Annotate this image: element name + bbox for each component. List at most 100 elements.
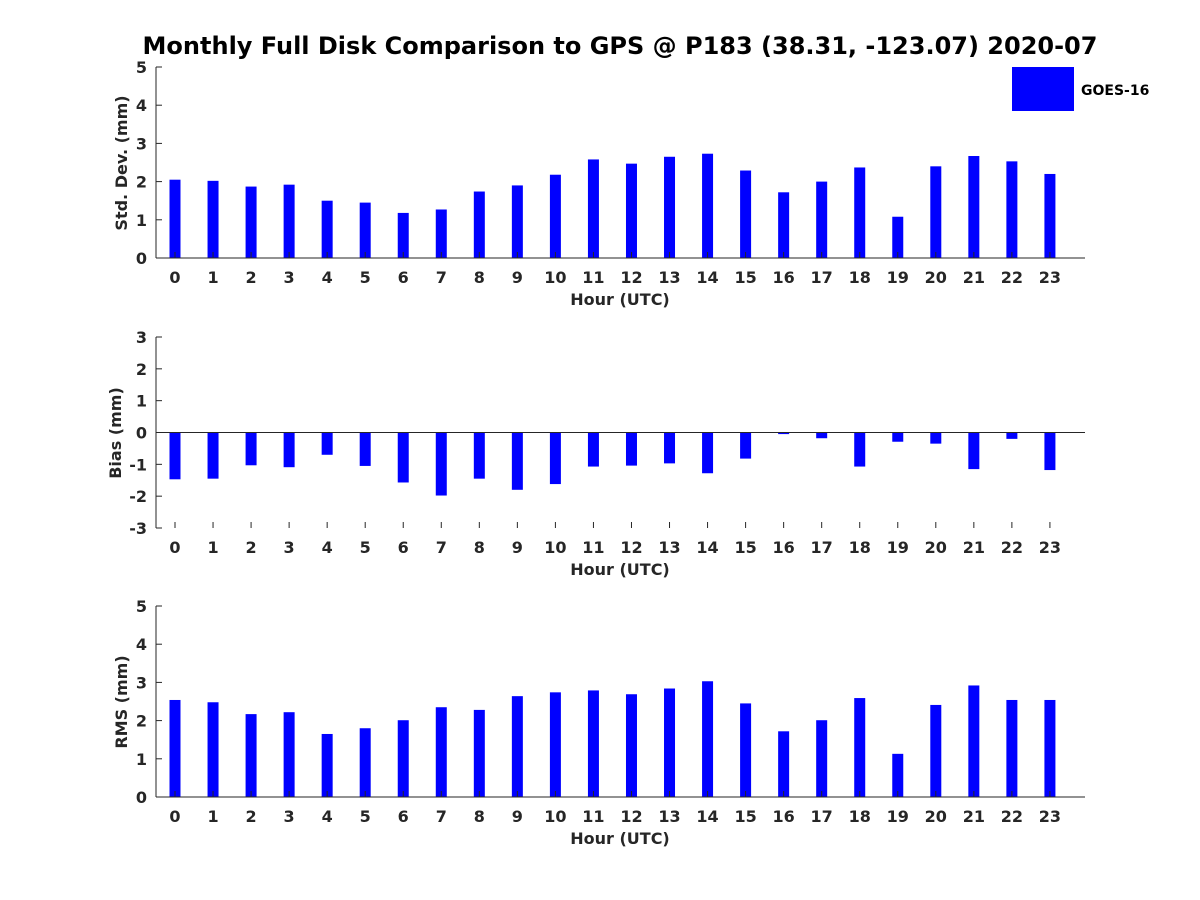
bias-x-tick-label: 11 xyxy=(582,538,604,557)
rms-x-tick-label: 3 xyxy=(284,807,295,826)
rms-x-tick-label: 7 xyxy=(436,807,447,826)
bias-x-tick-label: 0 xyxy=(169,538,180,557)
rms-x-tick-label: 17 xyxy=(811,807,833,826)
rms-x-tick-label: 1 xyxy=(207,807,218,826)
rms-y-axis-label: RMS (mm) xyxy=(112,655,131,748)
bias-y-tick-label: 1 xyxy=(136,392,147,411)
rms-x-tick-label: 2 xyxy=(246,807,257,826)
bias-x-tick-label: 6 xyxy=(398,538,409,557)
rms-x-tick-label: 12 xyxy=(620,807,642,826)
stddev-y-tick-label: 1 xyxy=(136,211,147,230)
rms-bar xyxy=(549,692,561,797)
stddev-x-tick-label: 14 xyxy=(696,268,718,287)
stddev-x-tick-label: 20 xyxy=(925,268,947,287)
bias-x-tick-label: 19 xyxy=(887,538,909,557)
rms-x-tick-label: 20 xyxy=(925,807,947,826)
bias-bar xyxy=(511,432,523,490)
stddev-bar xyxy=(854,167,866,258)
rms-y-tick-label: 1 xyxy=(136,750,147,769)
rms-bar xyxy=(245,714,257,797)
rms-y-tick-label: 2 xyxy=(136,712,147,731)
bias-x-tick-label: 22 xyxy=(1001,538,1023,557)
bias-bar xyxy=(968,432,980,470)
bias-bar xyxy=(1044,432,1056,471)
rms-bar xyxy=(207,702,219,797)
legend-label: GOES-16 xyxy=(1081,83,1149,99)
stddev-x-tick-label: 18 xyxy=(849,268,871,287)
bias-bar xyxy=(587,432,599,467)
stddev-bar xyxy=(625,163,637,258)
chart-title: Monthly Full Disk Comparison to GPS @ P1… xyxy=(143,32,1098,60)
bias-bar xyxy=(283,432,295,468)
bias-bar xyxy=(816,432,828,439)
bias-x-tick-label: 8 xyxy=(474,538,485,557)
rms-x-tick-label: 11 xyxy=(582,807,604,826)
bias-bar xyxy=(245,432,257,466)
bias-y-axis-label: Bias (mm) xyxy=(106,387,125,479)
rms-bar xyxy=(169,699,181,797)
rms-bar xyxy=(473,709,485,797)
rms-x-tick-label: 18 xyxy=(849,807,871,826)
bias-bar xyxy=(778,432,790,435)
rms-x-tick-label: 23 xyxy=(1039,807,1061,826)
rms-x-tick-label: 9 xyxy=(512,807,523,826)
stddev-x-tick-label: 17 xyxy=(811,268,833,287)
bias-x-tick-label: 2 xyxy=(246,538,257,557)
bias-bar xyxy=(664,432,676,464)
bias-x-tick-label: 17 xyxy=(811,538,833,557)
bias-bar xyxy=(892,432,904,442)
bias-y-tick-label: 3 xyxy=(136,328,147,347)
stddev-x-tick-label: 1 xyxy=(207,268,218,287)
stddev-bar xyxy=(397,212,409,258)
rms-x-tick-label: 16 xyxy=(773,807,795,826)
stddev-y-tick-label: 0 xyxy=(136,249,147,268)
bias-y-tick-label: -2 xyxy=(129,487,147,506)
rms-x-tick-label: 21 xyxy=(963,807,985,826)
rms-y-tick-label: 0 xyxy=(136,788,147,807)
bias-x-axis-label: Hour (UTC) xyxy=(570,560,670,579)
stddev-x-tick-label: 0 xyxy=(169,268,180,287)
bias-bar xyxy=(740,432,752,459)
bias-bar xyxy=(930,432,942,444)
rms-x-tick-label: 14 xyxy=(696,807,718,826)
stddev-bar xyxy=(968,156,980,258)
stddev-bar xyxy=(740,170,752,258)
rms-x-tick-label: 13 xyxy=(658,807,680,826)
rms-bar xyxy=(816,720,828,797)
bias-bar xyxy=(169,432,181,480)
stddev-bar xyxy=(169,179,181,258)
stddev-x-tick-label: 6 xyxy=(398,268,409,287)
rms-x-tick-label: 10 xyxy=(544,807,566,826)
stddev-y-tick-label: 4 xyxy=(136,96,147,115)
bias-y-tick-label: -3 xyxy=(129,519,147,538)
stddev-bar xyxy=(473,191,485,258)
stddev-x-tick-label: 15 xyxy=(734,268,756,287)
stddev-bar xyxy=(1006,161,1018,258)
rms-x-tick-label: 5 xyxy=(360,807,371,826)
rms-bar xyxy=(321,733,333,797)
stddev-x-axis-label: Hour (UTC) xyxy=(570,290,670,309)
bias-x-tick-label: 23 xyxy=(1039,538,1061,557)
bias-bar xyxy=(549,432,561,485)
bias-x-tick-label: 13 xyxy=(658,538,680,557)
bias-x-tick-label: 12 xyxy=(620,538,642,557)
stddev-x-tick-label: 3 xyxy=(284,268,295,287)
bias-x-tick-label: 16 xyxy=(773,538,795,557)
rms-bar xyxy=(702,681,714,797)
stddev-bar xyxy=(435,209,447,258)
stddev-x-tick-label: 16 xyxy=(773,268,795,287)
bias-bar xyxy=(473,432,485,479)
rms-bar xyxy=(359,728,371,797)
rms-bar xyxy=(854,698,866,797)
rms-bar xyxy=(930,704,942,797)
stddev-x-tick-label: 10 xyxy=(544,268,566,287)
stddev-x-tick-label: 5 xyxy=(360,268,371,287)
rms-bar xyxy=(664,688,676,797)
legend-swatch xyxy=(1012,67,1074,111)
bias-bar xyxy=(435,432,447,496)
bias-bar xyxy=(1006,432,1018,439)
stddev-bar xyxy=(816,181,828,258)
bias-x-tick-label: 4 xyxy=(322,538,333,557)
